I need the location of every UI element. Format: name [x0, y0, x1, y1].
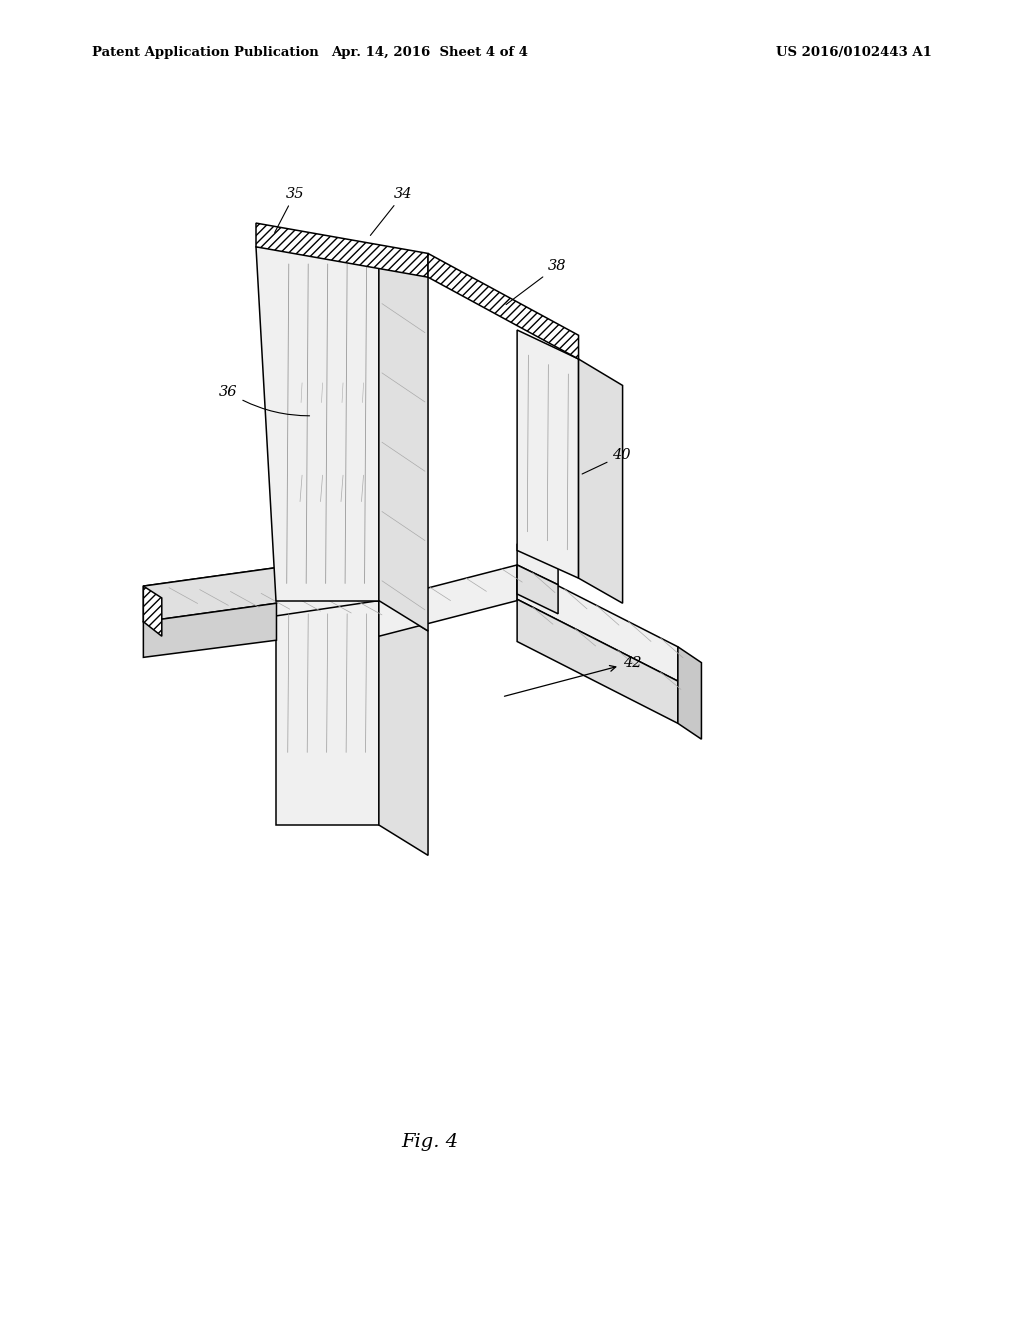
Polygon shape [143, 586, 162, 636]
Text: 35: 35 [274, 186, 304, 232]
Polygon shape [143, 568, 276, 622]
Text: US 2016/0102443 A1: US 2016/0102443 A1 [776, 46, 932, 59]
Polygon shape [428, 253, 579, 359]
Text: Fig. 4: Fig. 4 [401, 1133, 459, 1151]
Polygon shape [517, 565, 558, 614]
Polygon shape [379, 247, 428, 631]
Polygon shape [256, 223, 428, 277]
Polygon shape [579, 359, 623, 603]
Polygon shape [276, 601, 379, 825]
Polygon shape [379, 601, 428, 855]
Polygon shape [143, 568, 379, 620]
Polygon shape [517, 330, 579, 578]
Polygon shape [379, 565, 517, 636]
Polygon shape [678, 647, 701, 739]
Polygon shape [143, 603, 276, 657]
Text: 36: 36 [219, 385, 309, 416]
Text: 40: 40 [582, 449, 631, 474]
Text: 42: 42 [505, 656, 641, 696]
Text: 34: 34 [371, 186, 413, 235]
Text: 38: 38 [506, 259, 566, 305]
Text: Patent Application Publication: Patent Application Publication [92, 46, 318, 59]
Text: Apr. 14, 2016  Sheet 4 of 4: Apr. 14, 2016 Sheet 4 of 4 [332, 46, 528, 59]
Polygon shape [517, 599, 678, 723]
Polygon shape [517, 544, 558, 585]
Polygon shape [517, 565, 678, 681]
Polygon shape [256, 247, 379, 601]
